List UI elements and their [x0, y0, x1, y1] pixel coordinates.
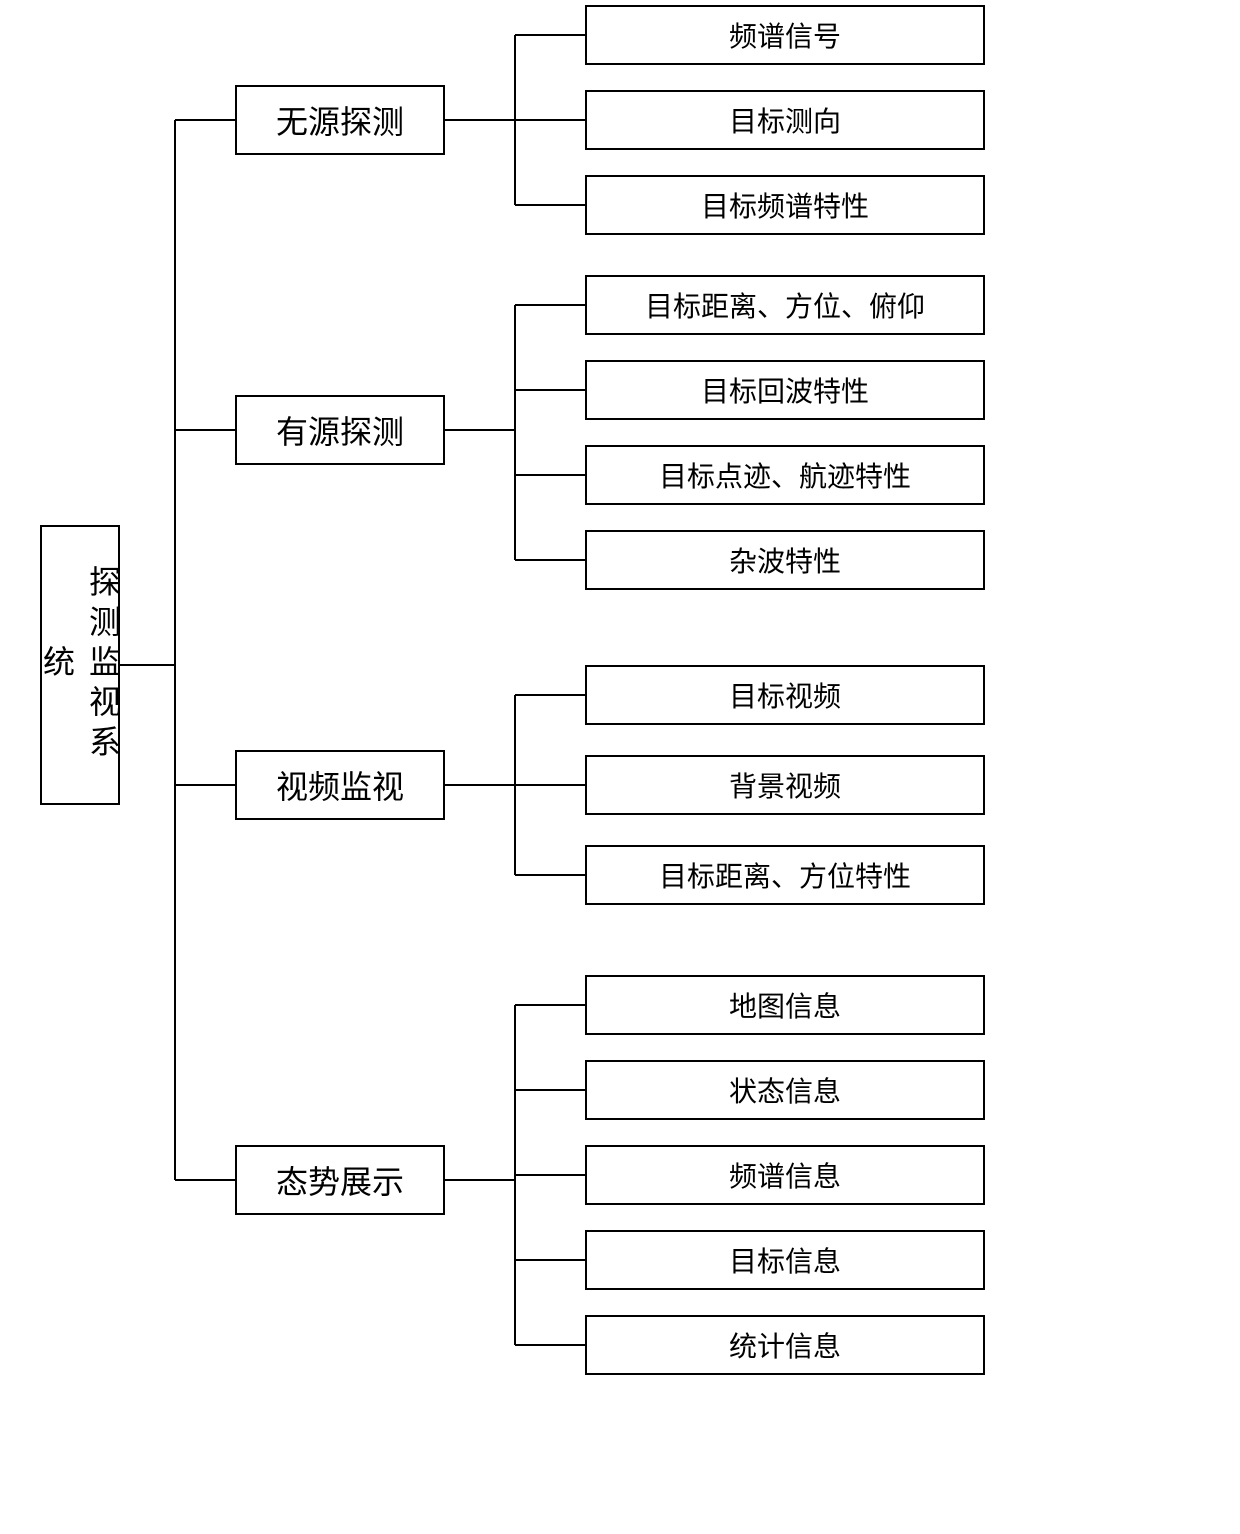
leaf-node-3-3-label: 目标信息	[729, 1240, 841, 1280]
root-node: 探测监视系统	[40, 525, 120, 805]
level2-node-1-label: 有源探测	[276, 407, 404, 453]
leaf-node-2-1: 背景视频	[585, 755, 985, 815]
leaf-node-1-1: 目标回波特性	[585, 360, 985, 420]
leaf-node-1-1-label: 目标回波特性	[701, 370, 869, 410]
leaf-node-3-2: 频谱信息	[585, 1145, 985, 1205]
leaf-node-1-3-label: 杂波特性	[729, 540, 841, 580]
leaf-node-3-0-label: 地图信息	[729, 985, 841, 1025]
leaf-node-0-2: 目标频谱特性	[585, 175, 985, 235]
level2-node-3: 态势展示	[235, 1145, 445, 1215]
leaf-node-0-0: 频谱信号	[585, 5, 985, 65]
leaf-node-1-2-label: 目标点迹、航迹特性	[659, 455, 911, 495]
leaf-node-1-3: 杂波特性	[585, 530, 985, 590]
leaf-node-1-0-label: 目标距离、方位、俯仰	[645, 285, 925, 325]
level2-node-3-label: 态势展示	[276, 1157, 404, 1203]
root-node-label: 探测监视系统	[34, 547, 126, 783]
leaf-node-3-2-label: 频谱信息	[729, 1155, 841, 1195]
leaf-node-2-0: 目标视频	[585, 665, 985, 725]
leaf-node-2-2: 目标距离、方位特性	[585, 845, 985, 905]
leaf-node-3-1: 状态信息	[585, 1060, 985, 1120]
leaf-node-3-4: 统计信息	[585, 1315, 985, 1375]
level2-node-2-label: 视频监视	[276, 762, 404, 808]
leaf-node-3-0: 地图信息	[585, 975, 985, 1035]
level2-node-2: 视频监视	[235, 750, 445, 820]
level2-node-0: 无源探测	[235, 85, 445, 155]
leaf-node-3-1-label: 状态信息	[729, 1070, 841, 1110]
leaf-node-0-2-label: 目标频谱特性	[701, 185, 869, 225]
level2-node-1: 有源探测	[235, 395, 445, 465]
leaf-node-1-0: 目标距离、方位、俯仰	[585, 275, 985, 335]
leaf-node-2-0-label: 目标视频	[729, 675, 841, 715]
leaf-node-0-1-label: 目标测向	[729, 100, 841, 140]
leaf-node-1-2: 目标点迹、航迹特性	[585, 445, 985, 505]
leaf-node-0-0-label: 频谱信号	[729, 15, 841, 55]
leaf-node-3-3: 目标信息	[585, 1230, 985, 1290]
leaf-node-2-2-label: 目标距离、方位特性	[659, 855, 911, 895]
level2-node-0-label: 无源探测	[276, 97, 404, 143]
leaf-node-2-1-label: 背景视频	[729, 765, 841, 805]
leaf-node-0-1: 目标测向	[585, 90, 985, 150]
leaf-node-3-4-label: 统计信息	[729, 1325, 841, 1365]
